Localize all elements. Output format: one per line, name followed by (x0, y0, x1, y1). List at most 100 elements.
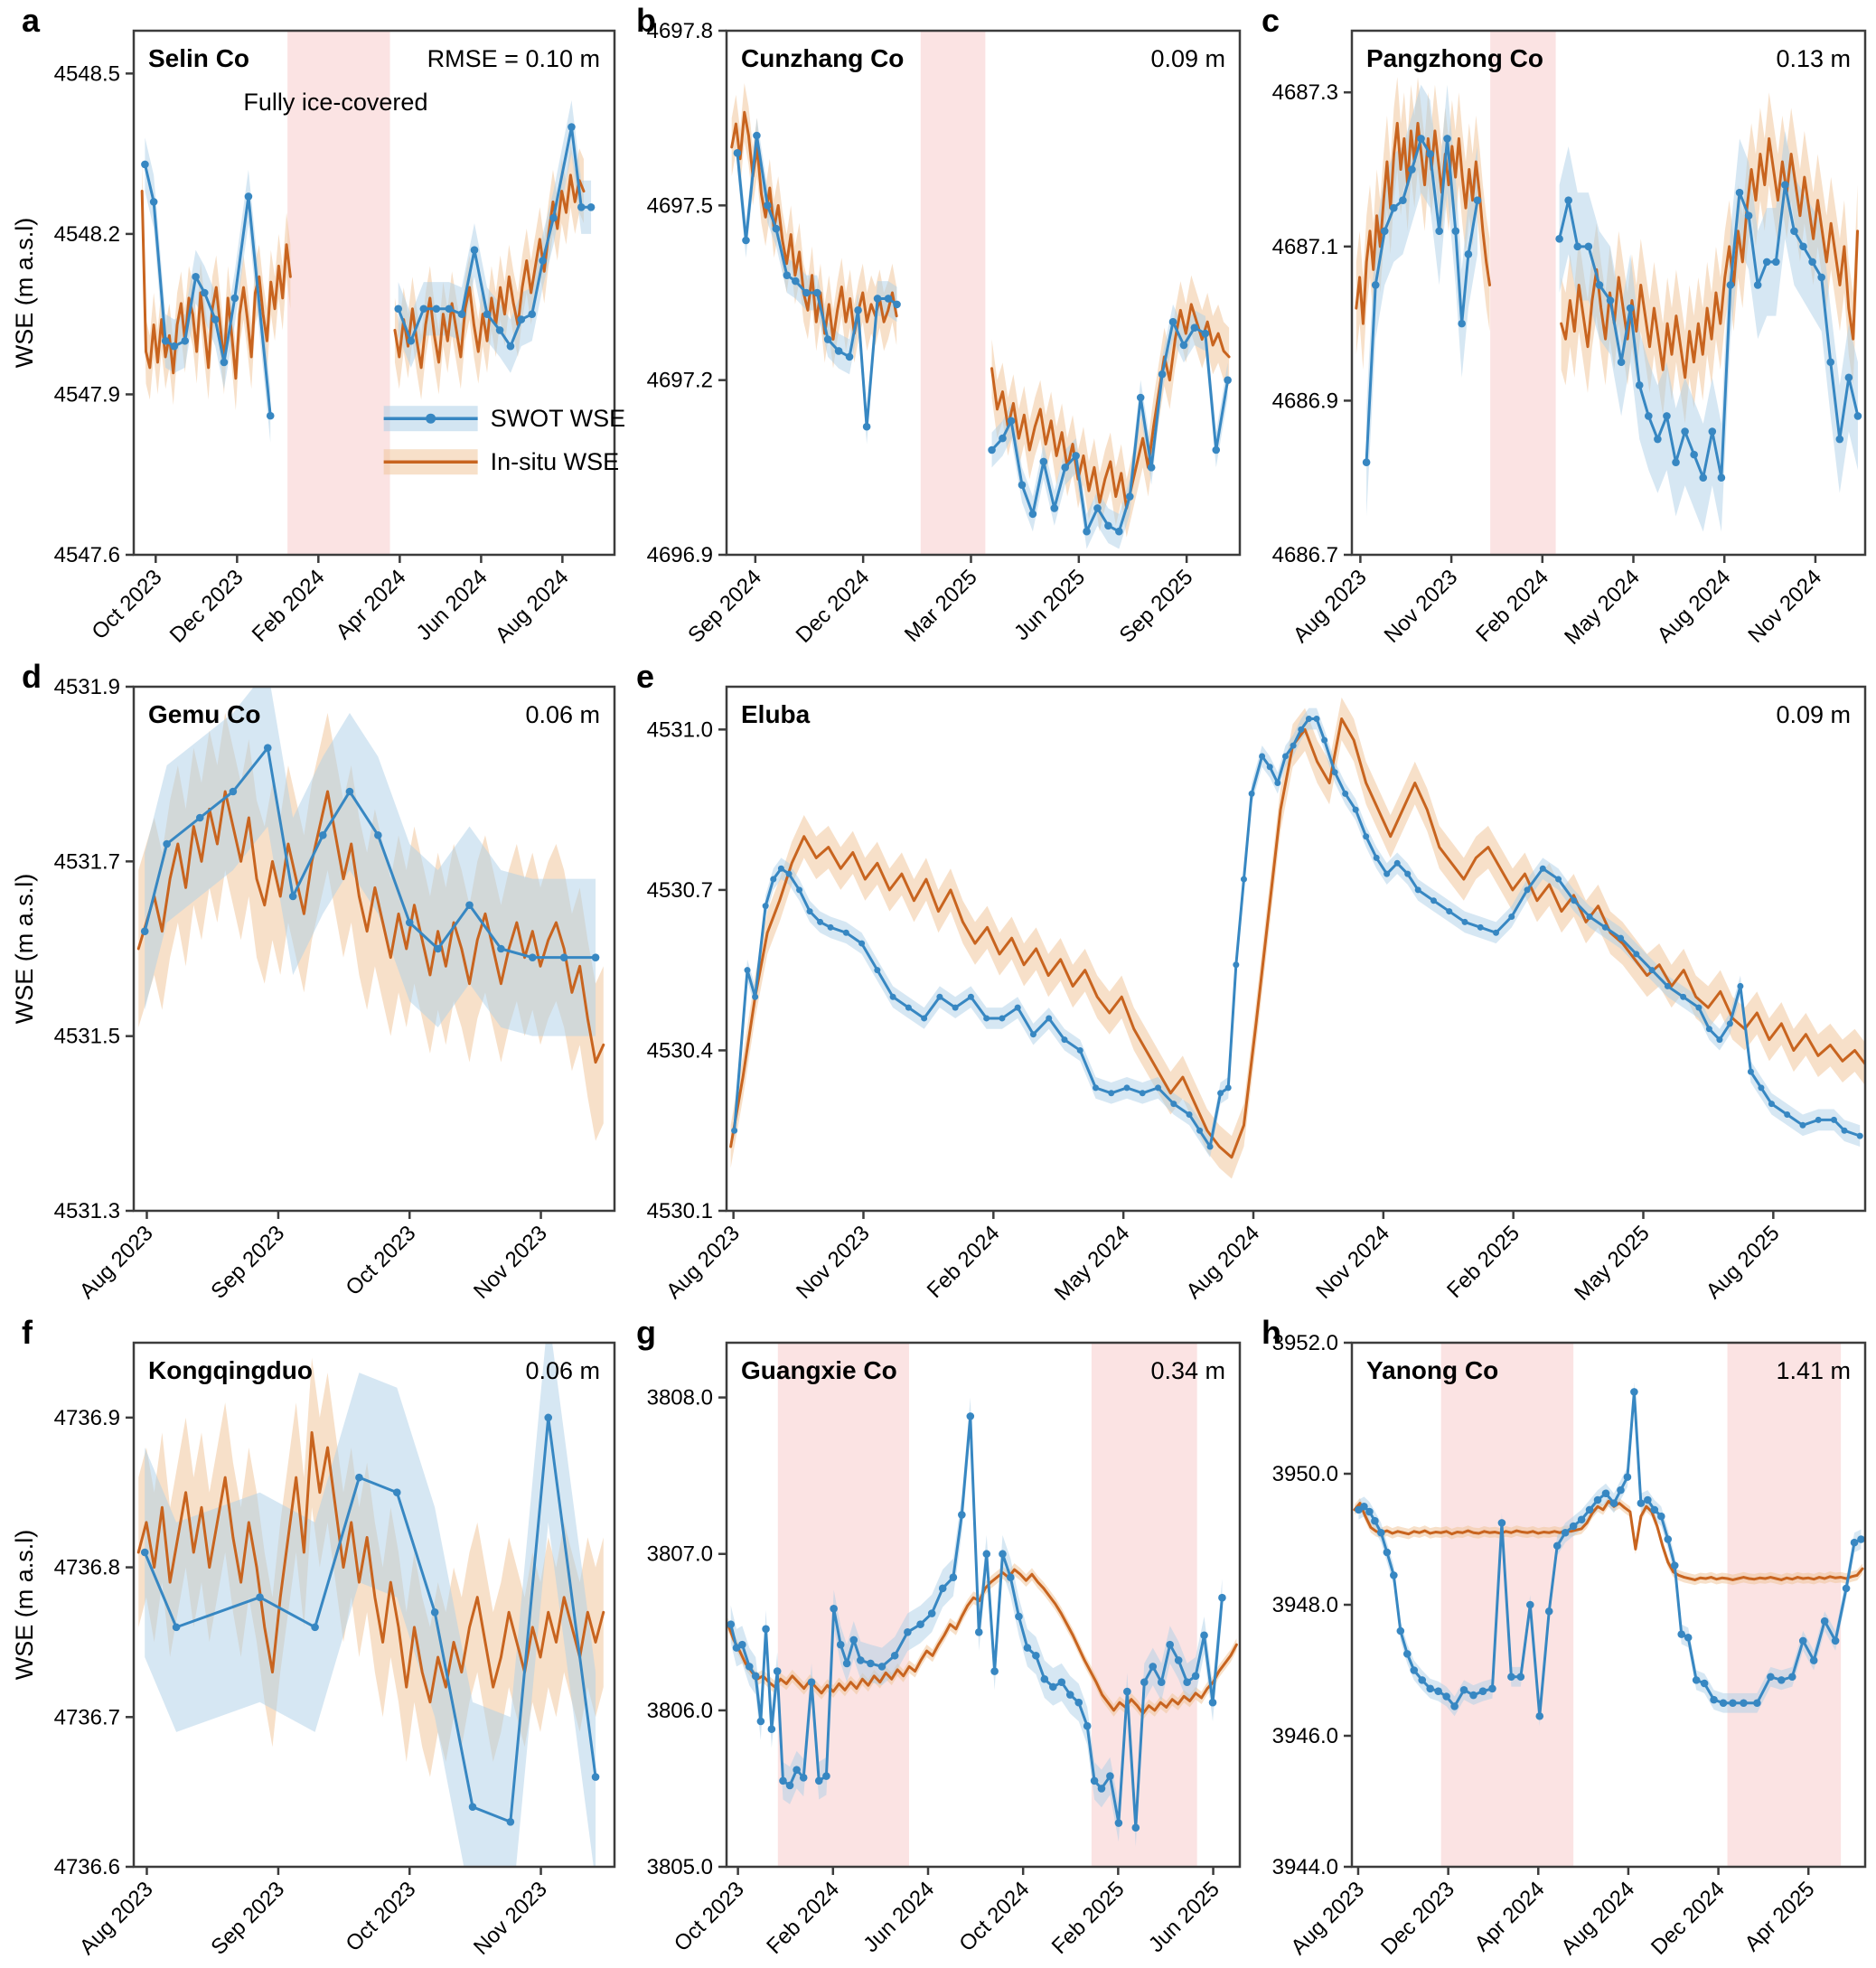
y-tick-label: 4696.9 (647, 543, 713, 567)
uncertainty-envelope (734, 708, 1861, 1157)
uncertainty-envelope (1355, 77, 1490, 370)
swot-marker (1737, 982, 1744, 989)
swot-marker (1383, 1548, 1392, 1557)
y-tick-label: 3944.0 (1272, 1855, 1338, 1879)
rmse-value: 0.06 m (525, 701, 600, 728)
swot-marker (732, 1644, 741, 1652)
plot-area (727, 1343, 1238, 1867)
uncertainty-envelope (991, 275, 1230, 538)
x-tick-label: Mar 2025 (900, 565, 982, 647)
swot-marker (1850, 1538, 1859, 1547)
swot-marker (927, 1609, 936, 1617)
swot-marker (1426, 1684, 1434, 1693)
swot-marker (141, 160, 149, 169)
swot-marker (1360, 1502, 1368, 1511)
plot-area (136, 687, 605, 1141)
swot-marker (1023, 1644, 1032, 1652)
swot-marker (1426, 150, 1434, 158)
swot-marker (497, 944, 505, 953)
swot-marker (577, 203, 586, 211)
swot-marker (1461, 918, 1468, 925)
swot-marker (1853, 412, 1862, 420)
swot-marker (1224, 376, 1232, 384)
swot-marker (1820, 1617, 1829, 1626)
swot-marker (1166, 1640, 1174, 1649)
swot-marker (842, 1659, 851, 1668)
y-tick-label: 3946.0 (1272, 1724, 1338, 1748)
panel-b: b 4696.9 4697.2 4697.5 4697.8 Sep 2024 Dec 20… (625, 0, 1251, 656)
swot-marker (506, 1817, 515, 1826)
x-tick-label: Dec 2023 (165, 565, 249, 648)
swot-marker (591, 953, 600, 961)
rmse-value: 0.34 m (1150, 1357, 1225, 1384)
swot-marker (1700, 1679, 1709, 1688)
swot-marker (1670, 1561, 1679, 1570)
swot-marker (744, 967, 751, 974)
panel-h: h 3944.0 3946.0 3948.0 3950.0 3952.0 Aug 2023… (1251, 1312, 1876, 1968)
swot-marker (140, 927, 149, 935)
swot-marker (1637, 1499, 1646, 1507)
x-tick-label: Sep 2024 (683, 565, 766, 648)
swot-marker (1469, 1691, 1477, 1700)
swot-marker (1585, 1505, 1594, 1514)
swot-marker (1690, 450, 1698, 459)
swot-marker (999, 1550, 1007, 1559)
swot-marker (392, 1488, 401, 1497)
x-tick-label: Dec 2023 (1376, 1877, 1459, 1960)
swot-marker (1224, 1084, 1232, 1092)
x-tick-label: Nov 2023 (792, 1221, 875, 1304)
insitu-wse-line (729, 717, 1865, 1159)
swot-marker (827, 923, 834, 931)
swot-marker (793, 1766, 801, 1774)
swot-marker (1430, 897, 1437, 904)
x-tick-label: Nov 2024 (1311, 1221, 1394, 1304)
swot-marker (1710, 1695, 1718, 1704)
swot-marker (1564, 196, 1572, 204)
swot-marker (1434, 1687, 1442, 1695)
swot-marker (1516, 1673, 1525, 1682)
panel-letter-f: f (22, 1314, 33, 1351)
swot-marker (1363, 833, 1370, 840)
swot-marker (817, 918, 824, 925)
x-tick-label: Oct 2023 (342, 1877, 421, 1956)
swot-marker (857, 1656, 865, 1664)
y-tick-label: 4530.1 (647, 1199, 713, 1223)
swot-marker (1039, 457, 1048, 466)
figure-row-3: f 4736.6 4736.7 4736.8 4736.9 Aug 2023 Sep 20… (0, 1312, 1876, 1968)
swot-marker (753, 131, 761, 140)
swot-marker (468, 1803, 477, 1812)
swot-marker (1007, 417, 1016, 426)
swot-marker (1645, 412, 1653, 420)
ice-covered-band (287, 31, 390, 555)
panel-f: f 4736.6 4736.7 4736.8 4736.9 Aug 2023 Sep 20… (0, 1312, 625, 1968)
swot-marker (1626, 304, 1635, 313)
swot-marker (230, 294, 239, 303)
swot-marker (982, 1550, 991, 1559)
panel-title: Selin Co (148, 44, 249, 72)
swot-marker (1663, 412, 1671, 420)
x-tick-label: Dec 2024 (792, 565, 875, 648)
swot-marker (822, 1772, 830, 1780)
swot-marker (1835, 435, 1844, 444)
x-tick-label: Jun 2024 (412, 565, 492, 645)
chart-kongqingduo: 4736.6 4736.7 4736.8 4736.9 Aug 2023 Sep 2023… (11, 1341, 616, 1960)
swot-marker (445, 305, 454, 314)
swot-marker (483, 310, 492, 318)
swot-marker (1450, 1702, 1459, 1710)
swot-marker (528, 310, 537, 318)
swot-marker (1208, 1698, 1217, 1707)
swot-marker (539, 257, 547, 265)
swot-marker (1174, 1656, 1183, 1664)
swot-marker (1744, 211, 1753, 220)
swot-marker (192, 272, 200, 281)
swot-marker (1274, 780, 1281, 787)
swot-marker (1740, 1699, 1748, 1708)
swot-marker (1705, 1026, 1712, 1033)
chart-eluba: 4530.1 4530.4 4530.7 4531.0 Aug 2023 Nov 2023… (647, 685, 1867, 1306)
y-axis-title: WSE (m a.s.l) (11, 218, 38, 369)
x-tick-label: Aug 2024 (1653, 565, 1736, 648)
swot-marker (419, 305, 428, 314)
y-tick-label: 3805.0 (647, 1855, 713, 1879)
panel-title: Guangxie Co (741, 1356, 897, 1384)
y-tick-label: 4531.0 (647, 717, 713, 742)
